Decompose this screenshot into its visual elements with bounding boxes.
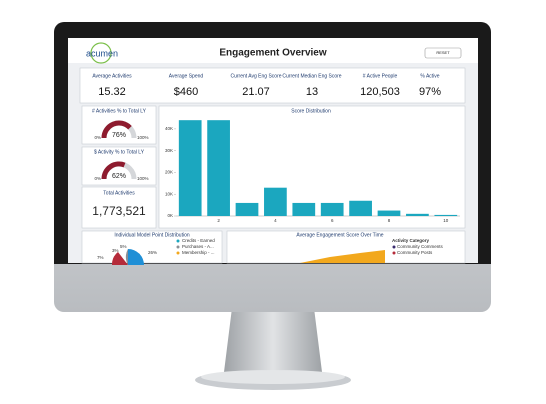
pie-label: 7% (97, 255, 104, 260)
pie-panel (81, 230, 223, 264)
kpi-label: Average Activities (92, 73, 132, 79)
legend-swatch (392, 245, 396, 249)
area-shape (300, 250, 385, 263)
pie-label: 26% (148, 250, 157, 255)
x-tick-label: 2 (217, 218, 220, 223)
bar (320, 202, 344, 216)
gauge-arc (101, 161, 126, 180)
gauge-value: 62% (112, 173, 126, 180)
stand-base-top (201, 370, 345, 384)
y-tick-label: 20K (165, 170, 173, 175)
y-tick-label: 30K (165, 148, 173, 153)
gauge-min: 0% (94, 176, 101, 181)
gauge-panel (81, 105, 157, 145)
kpi-panel (79, 67, 466, 104)
kpi-value: 97% (419, 86, 441, 98)
bar (434, 214, 458, 216)
pie-label: 5% (120, 244, 127, 249)
bar (292, 202, 316, 216)
gauge-value: 76% (112, 132, 126, 139)
legend-swatch (176, 245, 180, 249)
kpi-label: Average Spend (169, 73, 204, 79)
logo-ring (90, 42, 112, 64)
logo: acumen (86, 48, 118, 58)
total-title: Total Activities (103, 190, 135, 196)
total-panel (81, 186, 157, 229)
y-tick-label: 0K (167, 213, 173, 218)
reset-label[interactable]: RESET (436, 50, 450, 55)
legend-swatch (176, 239, 180, 243)
bar (377, 210, 401, 216)
gauge-title: $ Activity % to Total LY (94, 149, 145, 155)
kpi-value: 120,503 (360, 86, 400, 98)
kpi-label: Current Median Eng Score (282, 73, 341, 79)
gauge-min: 0% (94, 135, 101, 140)
dashboard-title: Engagement Overview (219, 48, 326, 59)
kpi-label: Current Avg Eng Score (230, 73, 281, 79)
kpi-value: 13 (306, 86, 318, 98)
gauge-arc (101, 120, 132, 139)
dashboard: acumen Engagement Overview RESET Score D… (68, 38, 478, 265)
bar (207, 120, 230, 216)
bar (349, 200, 372, 216)
gauge-max: 100% (137, 135, 149, 140)
bar (264, 187, 287, 216)
x-tick-label: 8 (388, 218, 391, 223)
y-tick-label: 40K (165, 126, 173, 131)
pie-slice-shape (111, 252, 128, 265)
x-tick-label: 4 (274, 218, 277, 223)
kpi-value: 15.32 (98, 86, 126, 98)
gauge-title: # Activities % to Total LY (92, 108, 147, 114)
x-tick-label: 10 (443, 218, 449, 223)
pie-slice-shape (128, 249, 144, 265)
y-tick-label: 10K (165, 191, 173, 196)
area-title: Average Engagement Score Over Time (296, 232, 383, 238)
legend-swatch (176, 251, 180, 255)
kpi-label: % Active (420, 73, 439, 79)
legend-label: Community Posts (397, 250, 433, 255)
reset-button[interactable] (424, 47, 462, 59)
legend-label: Purchases - A... (182, 244, 214, 249)
bar (178, 120, 202, 216)
legend-label: Community Comments (397, 244, 444, 249)
gauge-max: 100% (137, 176, 149, 181)
kpi-value: $460 (174, 86, 198, 98)
bar (406, 213, 429, 216)
stand-neck (224, 308, 322, 372)
pie-label: 3% (112, 248, 119, 253)
pie-slice-shape (125, 249, 128, 265)
kpi-label: # Active People (363, 73, 398, 79)
legend-swatch (392, 251, 396, 255)
total-value: 1,773,521 (92, 204, 146, 218)
header-bar (68, 38, 478, 63)
pie-title: Individual Model Point Distribution (114, 232, 190, 238)
legend-label: Membership - ... (182, 250, 215, 255)
legend-title: Activity Category (392, 238, 430, 243)
chart-title: Score Distribution (291, 108, 331, 114)
x-tick-label: 6 (331, 218, 334, 223)
kpi-value: 21.07 (242, 86, 270, 98)
bar (235, 202, 259, 216)
legend-label: Credits - Earned (182, 238, 215, 243)
